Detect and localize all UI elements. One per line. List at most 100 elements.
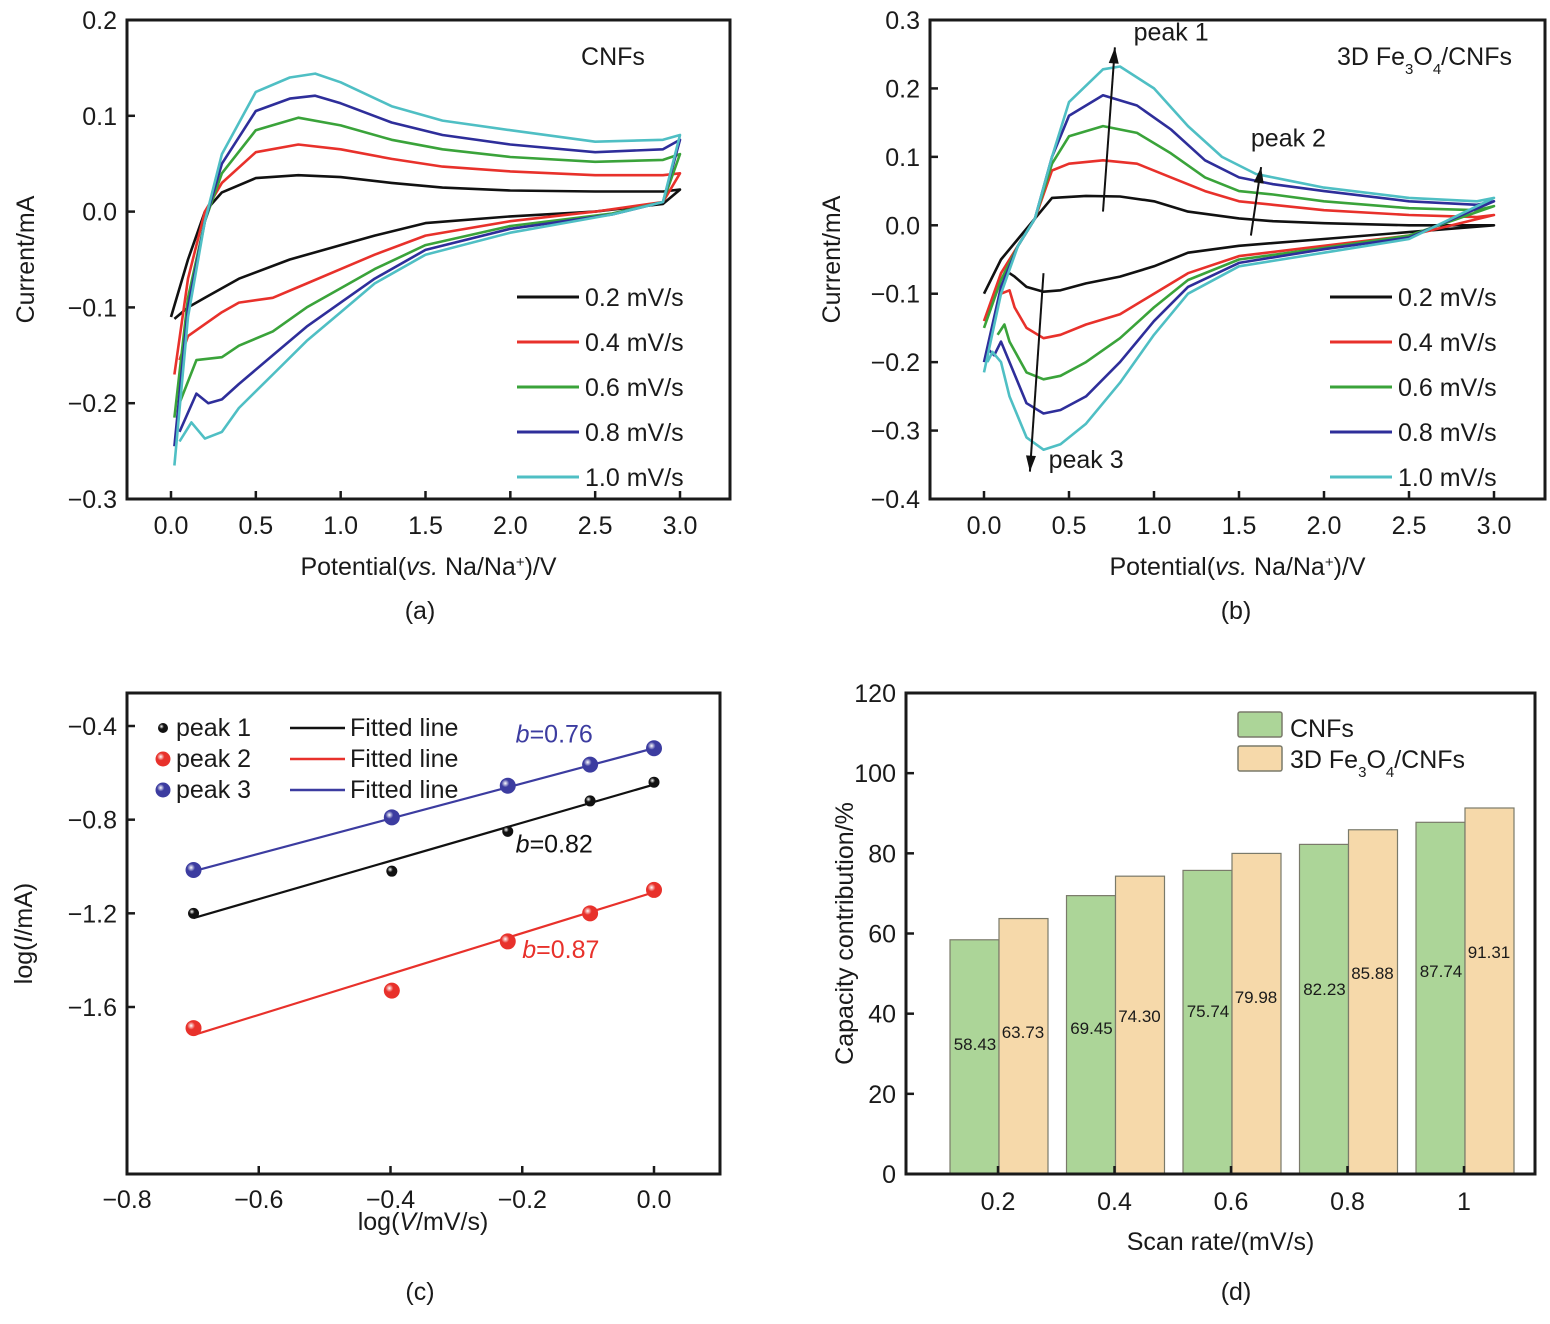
legend-label-fe3o4-cnfs-part: 3D Fe — [1290, 746, 1358, 774]
y-tick-label: 120 — [854, 680, 896, 708]
y-tick-label: −0.2 — [871, 349, 920, 377]
b-symbol: b — [522, 936, 536, 964]
panel-b-frame — [928, 18, 1547, 501]
data-point-peak-1 — [502, 825, 514, 837]
data-label-fe3o4-cnfs: 63.73 — [1002, 1023, 1045, 1042]
data-point-peak-2 — [383, 982, 400, 999]
b-value-label: b=0.76 — [516, 720, 593, 748]
annotation-arrow — [1028, 273, 1045, 472]
x-axis-label: Scan rate/(mV/s) — [1127, 1228, 1315, 1256]
legend-label: Fitted line — [350, 745, 458, 773]
data-point-peak-1 — [648, 776, 660, 788]
legend-marker — [158, 723, 168, 733]
legend-label: 0.4 mV/s — [1398, 329, 1497, 357]
x-tick-label: 0.5 — [1052, 512, 1087, 540]
bar-cnfs — [949, 939, 1000, 1175]
panel-title-part: 3 — [1405, 61, 1413, 78]
data-point-peak-3 — [185, 862, 202, 879]
y-axis-label-part: I — [10, 936, 38, 943]
x-axis-label-part: /mV/s) — [416, 1208, 488, 1236]
b-symbol: b — [516, 720, 530, 748]
y-tick-label: 0.0 — [82, 199, 117, 227]
x-tick-label: 2.0 — [1307, 512, 1342, 540]
x-tick-label: 2.5 — [1392, 512, 1427, 540]
legend-label-fe3o4-cnfs-part: 4 — [1386, 764, 1394, 781]
x-axis-label-part: vs. — [406, 553, 438, 581]
annotation-peak-3: peak 3 — [1049, 446, 1124, 474]
panel-title-part: /CNFs — [1441, 43, 1512, 71]
x-axis-label-part: + — [1325, 554, 1334, 571]
legend-label-fe3o4-cnfs: 3D Fe3O4/CNFs — [1290, 746, 1465, 781]
x-axis-label-part: Na/Na — [1247, 553, 1325, 581]
legend-swatch-cnfs — [1237, 711, 1283, 738]
y-tick-label: −1.6 — [68, 994, 117, 1022]
series-group — [169, 72, 682, 466]
data-label-fe3o4-cnfs: 79.98 — [1235, 988, 1278, 1007]
y-axis-label: log(I/mA) — [10, 883, 38, 984]
b-value-label: b=0.82 — [516, 830, 593, 858]
x-tick-label: 0.0 — [637, 1186, 672, 1214]
panel-title: CNFs — [581, 43, 645, 71]
x-axis-label-part: Potential( — [1109, 553, 1215, 581]
annotation-arrowhead — [1026, 455, 1036, 472]
x-tick-label: 1.5 — [408, 512, 443, 540]
data-point-peak-3 — [582, 756, 599, 773]
y-tick-label: −0.2 — [68, 390, 117, 418]
y-tick-label: 0.1 — [885, 144, 920, 172]
x-tick-label: 2.0 — [493, 512, 528, 540]
fitted-line-peak-3 — [193, 747, 655, 873]
panel-b: 0.0 0.5 1.0 1.5 2.0 2.5 3.0 0.3 0.2 0.1 0.0 −0.1 −0.… — [818, 7, 1547, 625]
x-tick-label: −0.8 — [102, 1186, 151, 1214]
data-label-cnfs: 75.74 — [1187, 1002, 1230, 1021]
y-axis-label-part: /mA) — [10, 883, 38, 936]
y-tick-label: 0.2 — [82, 7, 117, 35]
y-axis-label-part: log( — [10, 942, 38, 984]
legend-label-cnfs: CNFs — [1290, 715, 1354, 743]
x-tick-label: −0.2 — [498, 1186, 547, 1214]
x-tick-label: 0.8 — [1330, 1188, 1365, 1216]
y-axis-label: Capacity contribution/% — [831, 802, 859, 1065]
bar-fe3o4-cnfs — [1114, 875, 1166, 1175]
b-value-label: b=0.87 — [522, 936, 599, 964]
x-tick-label: 1.0 — [323, 512, 358, 540]
y-tick-label: 0.2 — [885, 75, 920, 103]
x-axis-label: Potential(vs. Na/Na+)/V — [300, 553, 556, 581]
x-tick-label: 0.0 — [967, 512, 1002, 540]
y-tick-label: 0.3 — [885, 7, 920, 35]
legend-label: 0.6 mV/s — [585, 374, 684, 402]
x-tick-label: 0.0 — [154, 512, 189, 540]
legend-label-fe3o4-cnfs-part: 3 — [1358, 764, 1366, 781]
bar-cnfs — [1415, 821, 1466, 1175]
y-tick-label: 0.1 — [82, 103, 117, 131]
bar-cnfs — [1065, 895, 1117, 1175]
x-axis-label-part: + — [516, 554, 525, 571]
legend-label: 0.6 mV/s — [1398, 374, 1497, 402]
cv-curve-06mVs — [982, 124, 1496, 381]
legend-label-fe3o4-cnfs-part: O — [1366, 746, 1385, 774]
legend-label: peak 2 — [176, 745, 251, 773]
x-tick-label: 1 — [1457, 1188, 1471, 1216]
y-tick-label: 80 — [868, 840, 896, 868]
x-axis-label-part: log( — [358, 1208, 400, 1236]
y-tick-label: −0.1 — [68, 294, 117, 322]
legend-label: Fitted line — [350, 714, 458, 742]
y-tick-label: −0.3 — [871, 418, 920, 446]
panel-c: −0.8 −0.6 −0.4 −0.2 0.0−0.4−0.8−1.2−1.6b=0.8… — [10, 691, 722, 1306]
panel-caption: (b) — [1221, 597, 1252, 625]
data-point-peak-2 — [499, 933, 516, 950]
y-axis-label: Current/mA — [818, 195, 846, 323]
legend-marker — [155, 782, 171, 798]
y-tick-label: −0.3 — [68, 486, 117, 514]
cv-curve-02mVs — [169, 173, 682, 320]
legend-label: 0.4 mV/s — [585, 329, 684, 357]
cv-curve-06mVs — [173, 116, 682, 418]
b-value: =0.87 — [536, 936, 599, 964]
b-value: =0.76 — [530, 720, 593, 748]
data-point-peak-2 — [646, 881, 662, 898]
y-tick-label: 0.0 — [885, 212, 920, 240]
x-tick-label: 3.0 — [663, 512, 698, 540]
legend-label: 0.8 mV/s — [585, 419, 684, 447]
cv-curve-10mVs — [982, 65, 1496, 451]
x-axis-label: log(V/mV/s) — [358, 1208, 489, 1236]
